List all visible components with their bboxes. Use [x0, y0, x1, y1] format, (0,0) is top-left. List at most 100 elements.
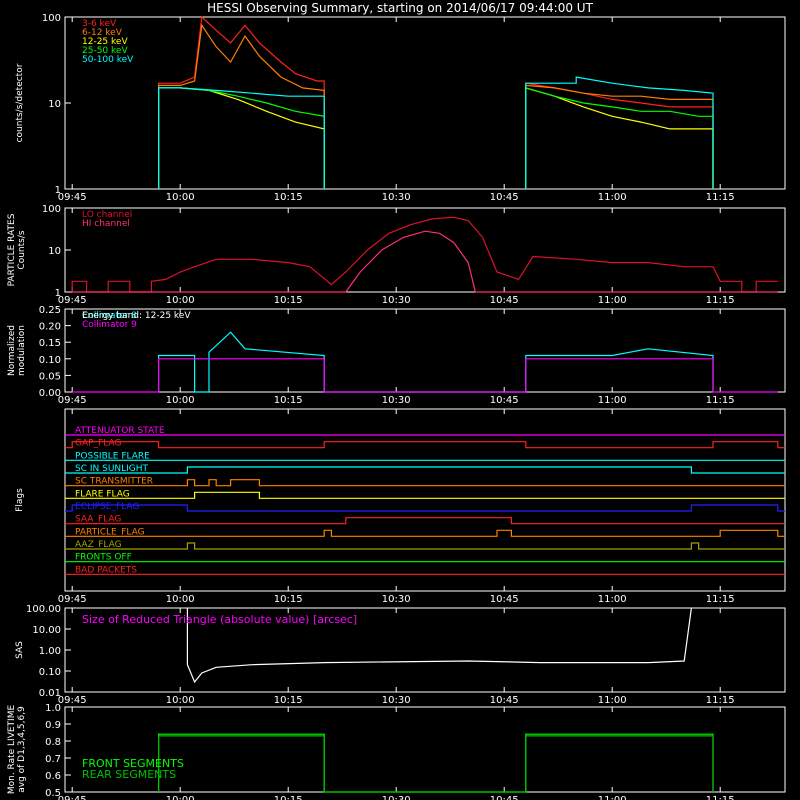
y-tick-label-counts-2: 100	[42, 13, 61, 24]
y-axis-label-modulation-0: Normalized	[7, 325, 17, 376]
series-counts-1	[158, 23, 325, 189]
y-tick-label-sas-4: 100.00	[26, 604, 61, 615]
series-particle-1	[72, 230, 778, 293]
flag-label-3: SC IN SUNLIGHT	[75, 464, 149, 474]
x-tick-label-livetime-2: 10:15	[274, 795, 303, 800]
series-livetime-1	[158, 735, 714, 793]
flag-label-5: FLARE FLAG	[75, 489, 130, 499]
x-tick-label-counts-6: 11:15	[706, 192, 735, 203]
x-tick-label-sas-3: 10:30	[382, 695, 411, 706]
flag-line-5	[65, 491, 785, 499]
x-tick-label-sas-6: 11:15	[706, 695, 735, 706]
x-tick-label-livetime-3: 10:30	[382, 795, 411, 800]
x-tick-label-flags-2: 10:15	[274, 594, 303, 605]
flag-line-1	[65, 441, 785, 449]
y-tick-label-livetime-4: 0.9	[45, 720, 61, 731]
x-tick-label-particle-6: 11:15	[706, 295, 735, 306]
annotation-sas: Size of Reduced Triangle (absolute value…	[82, 613, 357, 626]
series-sas-0	[186, 607, 692, 684]
x-tick-label-sas-1: 10:00	[166, 695, 195, 706]
panel-frame-modulation	[64, 308, 786, 393]
x-tick-label-modulation-6: 11:15	[706, 395, 735, 406]
legend-counts-2: 12-25 keV	[82, 37, 128, 47]
x-tick-label-livetime-5: 11:00	[598, 795, 627, 800]
flag-line-9	[65, 542, 785, 550]
y-axis-label-modulation-1: modulation	[17, 325, 27, 376]
series-counts-5	[525, 82, 714, 189]
x-tick-label-flags-4: 10:45	[490, 594, 519, 605]
series-modulation-1	[72, 358, 778, 393]
legend-counts-0: 3-6 keV	[82, 19, 117, 29]
y-tick-label-counts-1: 10	[48, 99, 61, 110]
y-tick-label-sas-1: 0.10	[39, 667, 61, 678]
y-tick-label-modulation-5: 0.25	[39, 305, 61, 316]
x-tick-label-particle-4: 10:45	[490, 295, 519, 306]
flag-line-6	[65, 504, 785, 512]
plot-title: HESSI Observing Summary, starting on 201…	[207, 1, 593, 15]
series-counts-9	[525, 76, 714, 189]
panel-frame-counts	[64, 16, 786, 190]
flag-line-3	[65, 466, 785, 474]
x-tick-label-particle-2: 10:15	[274, 295, 303, 306]
x-tick-label-modulation-2: 10:15	[274, 395, 303, 406]
y-axis-label-flags: Flags	[15, 488, 25, 512]
series-counts-0	[158, 15, 325, 189]
y-axis-label-sas: SAS	[15, 641, 25, 659]
x-tick-label-counts-4: 10:45	[490, 192, 519, 203]
series-counts-6	[525, 84, 714, 189]
x-tick-label-counts-2: 10:15	[274, 192, 303, 203]
y-axis-label-livetime-0: Mon. Rate LIVETIME	[7, 705, 17, 795]
y-tick-label-particle-2: 100	[42, 204, 61, 215]
y-tick-label-livetime-2: 0.7	[45, 754, 61, 765]
legend-particle-0: LO channel	[82, 210, 132, 220]
x-tick-label-flags-5: 11:00	[598, 594, 627, 605]
panel-frame-flags	[64, 408, 786, 592]
y-tick-label-sas-0: 0.01	[39, 688, 61, 699]
legend-modulation-1: Collimator 9	[82, 320, 137, 330]
y-tick-label-particle-1: 10	[48, 246, 61, 257]
y-tick-label-livetime-5: 1.0	[45, 703, 61, 714]
y-tick-label-livetime-1: 0.6	[45, 771, 61, 782]
x-tick-label-sas-0: 09:45	[58, 695, 87, 706]
legend-particle-1: HI channel	[82, 219, 130, 229]
y-axis-label-particle-0: PARTICLE RATES	[7, 213, 17, 286]
flag-line-4	[65, 479, 785, 487]
series-counts-3	[158, 87, 325, 189]
x-tick-label-counts-3: 10:30	[382, 192, 411, 203]
flag-label-1: GAP_FLAG	[75, 439, 121, 449]
flag-label-6: ECLIPSE_FLAG	[75, 502, 139, 512]
y-tick-label-modulation-4: 0.20	[39, 322, 61, 333]
flag-label-8: PARTICLE_FLAG	[75, 527, 145, 537]
x-tick-label-particle-3: 10:30	[382, 295, 411, 306]
flag-label-11: BAD PACKETS	[75, 565, 137, 575]
y-tick-label-sas-2: 1.00	[39, 646, 61, 657]
x-tick-label-particle-1: 10:00	[166, 295, 195, 306]
x-tick-label-modulation-4: 10:45	[490, 395, 519, 406]
x-tick-label-particle-5: 11:00	[598, 295, 627, 306]
flag-line-7	[65, 517, 785, 525]
x-tick-label-modulation-0: 09:45	[58, 395, 87, 406]
y-tick-label-particle-0: 1	[55, 288, 61, 299]
series-counts-7	[525, 87, 714, 189]
x-tick-label-sas-5: 11:00	[598, 695, 627, 706]
x-tick-label-livetime-4: 10:45	[490, 795, 519, 800]
y-tick-label-modulation-1: 0.05	[39, 371, 61, 382]
flag-label-2: POSSIBLE FLARE	[75, 451, 150, 461]
y-axis-label-livetime-1: avg of D1,3,4,5,6,9	[17, 706, 27, 793]
x-tick-label-modulation-3: 10:30	[382, 395, 411, 406]
flag-line-8	[65, 529, 785, 537]
y-axis-label-particle-1: Counts/s	[17, 230, 27, 269]
x-tick-label-livetime-1: 10:00	[166, 795, 195, 800]
y-tick-label-modulation-3: 0.15	[39, 338, 61, 349]
flag-label-10: FRONTS OFF	[75, 553, 132, 563]
y-tick-label-sas-3: 10.00	[32, 625, 61, 636]
flag-label-9: AAZ_FLAG	[75, 540, 122, 550]
y-tick-label-modulation-2: 0.10	[39, 355, 61, 366]
x-tick-label-livetime-0: 09:45	[58, 795, 87, 800]
flag-label-4: SC TRANSMITTER	[75, 477, 153, 487]
legend-counts-3: 25-50 keV	[82, 46, 128, 56]
x-tick-label-counts-1: 10:00	[166, 192, 195, 203]
series-counts-8	[525, 87, 714, 189]
